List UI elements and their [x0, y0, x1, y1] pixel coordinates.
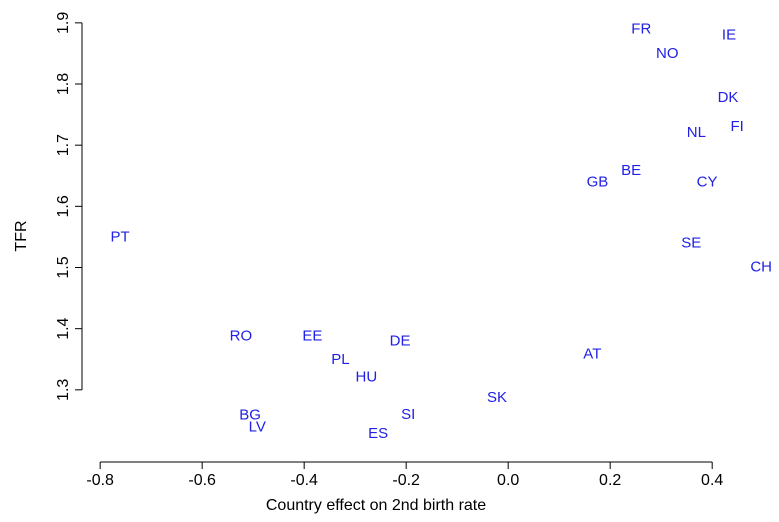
point-label: EE — [302, 328, 322, 345]
point-label: LV — [249, 419, 266, 436]
point-label: HU — [356, 369, 378, 386]
x-tick-label: 0.2 — [599, 472, 621, 489]
y-tick-label: 1.4 — [55, 317, 72, 339]
point-label: FI — [731, 118, 744, 135]
point-label: NO — [656, 45, 679, 62]
x-tick-label: 0.4 — [701, 472, 723, 489]
y-tick-label: 1.8 — [55, 73, 72, 95]
y-tick-label: 1.5 — [55, 256, 72, 278]
point-label: PT — [110, 229, 129, 246]
x-axis-label: Country effect on 2nd birth rate — [266, 497, 486, 514]
point-label: AT — [583, 345, 601, 362]
point-label: SE — [681, 235, 701, 252]
point-label: SI — [401, 406, 415, 423]
point-label: BE — [621, 162, 641, 179]
x-tick-label: -0.8 — [86, 472, 114, 489]
x-tick-label: 0.0 — [497, 472, 519, 489]
point-label: CH — [750, 258, 772, 275]
point-label: PL — [331, 351, 349, 368]
point-label: BG — [239, 406, 261, 423]
y-tick-label: 1.3 — [55, 379, 72, 401]
point-label: GB — [587, 173, 609, 190]
point-label: IE — [722, 27, 736, 44]
point-label: ES — [368, 425, 388, 442]
point-label: NL — [687, 124, 706, 141]
point-label: RO — [230, 328, 253, 345]
point-label: DE — [390, 332, 411, 349]
point-label: CY — [697, 173, 718, 190]
x-tick-label: -0.2 — [392, 472, 420, 489]
y-tick-label: 1.9 — [55, 12, 72, 34]
x-tick-label: -0.6 — [188, 472, 216, 489]
y-tick-label: 1.7 — [55, 134, 72, 156]
x-tick-label: -0.4 — [290, 472, 318, 489]
point-label: DK — [718, 89, 739, 106]
y-tick-label: 1.6 — [55, 195, 72, 217]
point-label: FR — [631, 21, 651, 38]
y-axis-label: TFR — [13, 220, 30, 251]
point-label: SK — [487, 389, 507, 406]
